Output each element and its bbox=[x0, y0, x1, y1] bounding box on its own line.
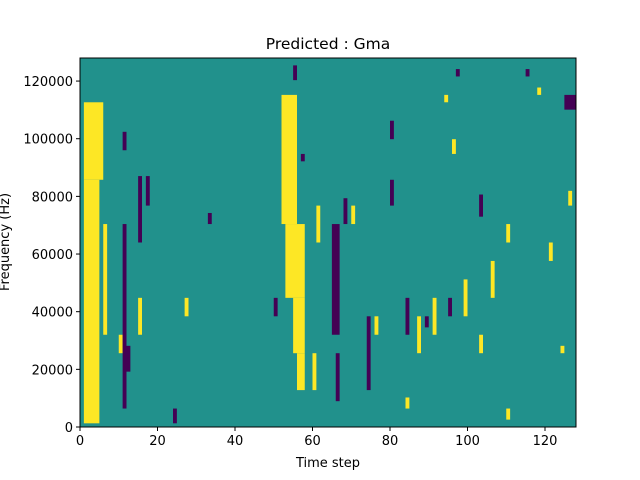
heatmap-cell-high-19 bbox=[537, 87, 542, 95]
x-tick-label: 40 bbox=[227, 434, 244, 449]
heatmap-cell-high-21 bbox=[560, 345, 565, 354]
y-tick-label: 40000 bbox=[32, 306, 73, 321]
heatmap-cell-low-10 bbox=[343, 198, 348, 225]
x-tick-label: 0 bbox=[76, 434, 84, 449]
heatmap-cell-low-0 bbox=[122, 224, 127, 409]
heatmap-cell-high-27 bbox=[405, 397, 410, 409]
heatmap-cell-high-0 bbox=[83, 179, 100, 424]
heatmap-cell-low-21 bbox=[293, 65, 297, 81]
heatmap-cell-high-6 bbox=[281, 94, 297, 225]
heatmap-cell-low-18 bbox=[564, 94, 576, 110]
heatmap-cell-high-14 bbox=[417, 316, 421, 354]
heatmap-cell-low-20 bbox=[455, 69, 460, 77]
heatmap-cells bbox=[83, 65, 576, 424]
y-tick-label: 120000 bbox=[23, 75, 73, 90]
heatmap-cell-high-20 bbox=[548, 242, 553, 261]
plot-area bbox=[79, 57, 577, 428]
heatmap-cell-low-3 bbox=[138, 176, 142, 243]
heatmap-cell-high-11 bbox=[316, 205, 321, 243]
y-tick-label: 60000 bbox=[32, 248, 73, 263]
heatmap-cell-high-1 bbox=[83, 102, 104, 180]
x-tick-label: 20 bbox=[149, 434, 166, 449]
heatmap-cell-high-8 bbox=[293, 297, 305, 354]
heatmap-cell-low-13 bbox=[390, 120, 394, 140]
heatmap-cell-high-18 bbox=[506, 224, 511, 243]
plot-background bbox=[80, 58, 576, 427]
heatmap-cell-low-12 bbox=[390, 179, 394, 206]
heatmap-cell-high-23 bbox=[452, 139, 456, 154]
heatmap-cell-high-2 bbox=[103, 224, 108, 335]
heatmap-cell-high-10 bbox=[312, 353, 317, 391]
heatmap-cell-high-16 bbox=[463, 279, 468, 317]
heatmap-cell-high-26 bbox=[568, 190, 573, 206]
y-axis-label: Frequency (Hz) bbox=[0, 193, 13, 291]
chart-title: Predicted : Gma bbox=[266, 35, 390, 53]
heatmap-cell-low-11 bbox=[366, 316, 371, 391]
y-axis-ticks: 0 20000 40000 60000 80000 100000 120000 bbox=[23, 75, 80, 436]
x-axis-label: Time step bbox=[295, 456, 360, 471]
heatmap-cell-low-16 bbox=[448, 297, 452, 317]
heatmap-cell-high-12 bbox=[351, 205, 356, 225]
x-tick-label: 120 bbox=[533, 434, 558, 449]
heatmap-cell-low-7 bbox=[300, 153, 305, 162]
heatmap-cell-low-19 bbox=[173, 408, 177, 424]
x-tick-label: 100 bbox=[455, 434, 480, 449]
heatmap-cell-low-8 bbox=[331, 224, 340, 335]
heatmap-cell-high-15 bbox=[432, 297, 437, 335]
heatmap-cell-high-5 bbox=[184, 297, 189, 317]
heatmap-cell-low-9 bbox=[335, 353, 340, 402]
heatmap-cell-high-9 bbox=[297, 353, 305, 391]
y-tick-label: 80000 bbox=[32, 190, 73, 205]
heatmap-cell-high-25 bbox=[506, 408, 511, 420]
heatmap-cell-high-3 bbox=[118, 334, 123, 354]
heatmap-cell-low-22 bbox=[525, 69, 530, 77]
heatmap-cell-low-17 bbox=[479, 194, 483, 217]
y-tick-label: 100000 bbox=[23, 133, 73, 148]
heatmap-cell-low-14 bbox=[405, 297, 410, 335]
heatmap-cell-low-1 bbox=[122, 131, 127, 151]
heatmap-cell-low-6 bbox=[273, 297, 278, 317]
heatmap-cell-low-4 bbox=[145, 176, 150, 206]
y-tick-label: 0 bbox=[65, 421, 73, 436]
heatmap-cell-low-5 bbox=[207, 212, 212, 225]
heatmap-cell-high-24 bbox=[479, 334, 483, 354]
heatmap-cell-high-17 bbox=[490, 260, 495, 298]
x-tick-label: 60 bbox=[304, 434, 321, 449]
heatmap-cell-high-22 bbox=[444, 94, 449, 103]
heatmap-cell-high-4 bbox=[138, 297, 142, 335]
heatmap-cell-high-13 bbox=[374, 316, 379, 335]
y-tick-label: 20000 bbox=[32, 363, 73, 378]
x-axis-ticks: 0 20 40 60 80 100 120 bbox=[76, 427, 558, 449]
heatmap-cell-low-2 bbox=[126, 345, 131, 372]
heatmap-cell-high-7 bbox=[285, 224, 305, 298]
x-tick-label: 80 bbox=[382, 434, 399, 449]
heatmap-cell-low-15 bbox=[424, 316, 429, 328]
plot-frame bbox=[79, 57, 577, 428]
